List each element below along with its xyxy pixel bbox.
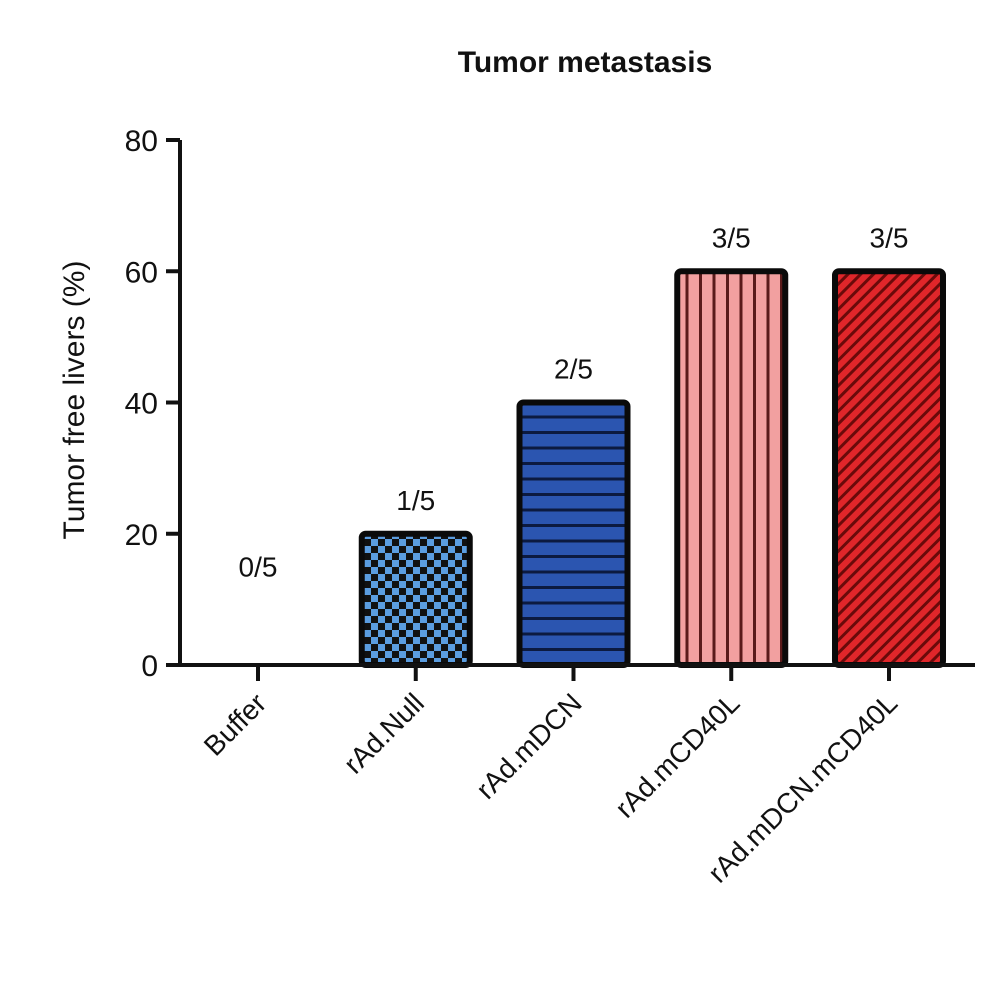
data-label: 3/5 <box>870 222 909 253</box>
y-tick-label: 60 <box>125 256 158 289</box>
data-label: 3/5 <box>712 222 751 253</box>
data-label: 2/5 <box>554 354 593 385</box>
x-tick-label: rAd.Null <box>338 687 430 779</box>
y-axis-label: Tumor free livers (%) <box>58 261 91 540</box>
x-tick-label: rAd.mDCN <box>470 687 588 805</box>
bar-rad-mdcn <box>516 399 631 668</box>
data-label: 1/5 <box>396 485 435 516</box>
y-tick-label: 40 <box>125 388 158 421</box>
bar-rad-mdcn-mcd40l <box>832 268 946 668</box>
y-tick-label: 0 <box>141 650 158 683</box>
y-tick-label: 80 <box>125 125 158 158</box>
chart-title: Tumor metastasis <box>458 46 713 79</box>
y-tick-label: 20 <box>125 519 158 552</box>
data-label: 0/5 <box>239 551 278 582</box>
x-tick-label: rAd.mCD40L <box>609 687 745 823</box>
bar-rad-mcd40l <box>674 268 789 668</box>
x-tick-label: Buffer <box>198 687 272 761</box>
bar-rad-null <box>358 530 473 668</box>
